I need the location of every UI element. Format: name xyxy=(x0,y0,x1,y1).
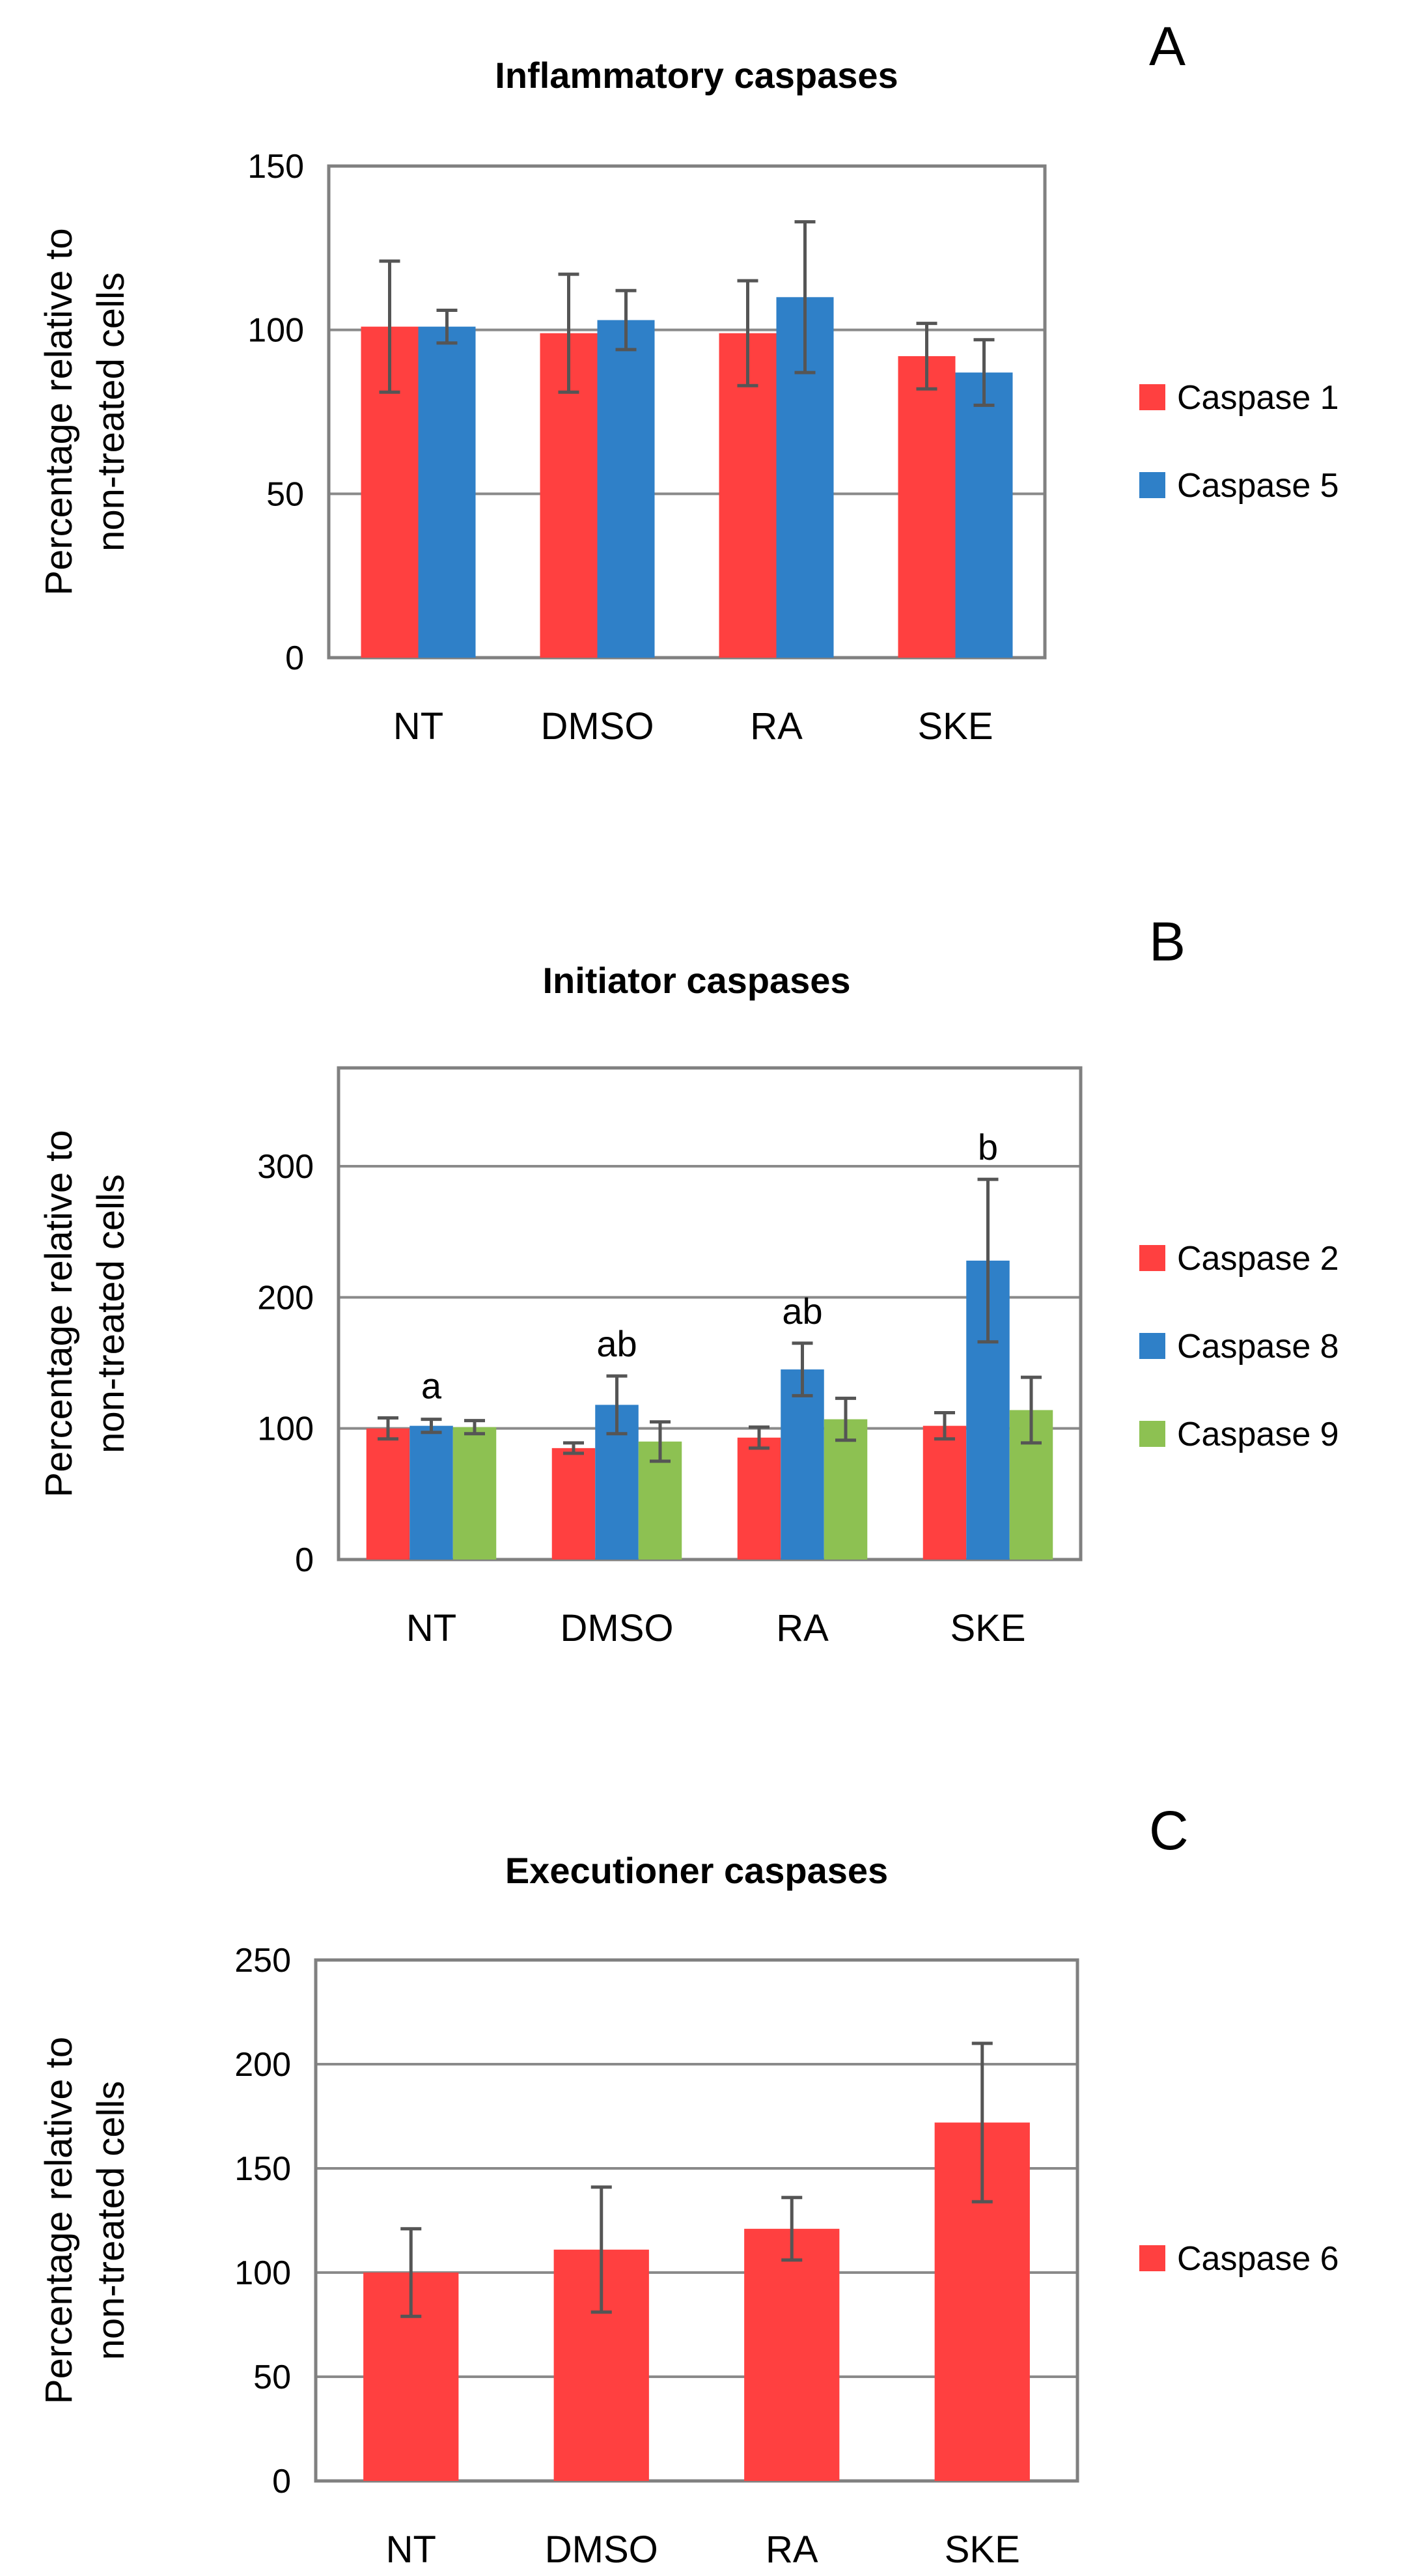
bar-caspase-6-ra xyxy=(744,2228,840,2481)
category-label: DMSO xyxy=(545,2528,658,2571)
y-tick-label: 100 xyxy=(234,2254,291,2292)
bar-caspase-2-ske xyxy=(922,1425,967,1560)
bar-caspase-2-nt xyxy=(366,1428,410,1560)
bar-caspase-2-dmso xyxy=(551,1448,596,1560)
category-label: RA xyxy=(750,705,803,748)
legend-swatch xyxy=(1139,1421,1165,1447)
bar-caspase-1-ske xyxy=(898,356,956,658)
bar-caspase-8-nt xyxy=(409,1425,453,1560)
significance-label: b xyxy=(978,1127,998,1168)
y-axis-label: non-treated cells xyxy=(90,1174,132,1453)
bar-caspase-9-ra xyxy=(824,1419,868,1560)
bar-caspase-2-ra xyxy=(737,1437,781,1560)
y-tick-label: 150 xyxy=(234,2150,291,2188)
plot-frame xyxy=(314,1958,1079,2483)
y-axis-label: non-treated cells xyxy=(90,2081,132,2360)
bar-caspase-8-ra xyxy=(781,1369,824,1560)
y-tick-label: 150 xyxy=(247,148,304,186)
chart-panel-a: Inflammatory caspases A 0 50 100 150 Percentag… xyxy=(38,16,1339,748)
legend-label: Caspase 5 xyxy=(1177,467,1339,505)
category-label: DMSO xyxy=(541,705,654,748)
y-tick-label: 200 xyxy=(257,1279,314,1317)
significance-label: ab xyxy=(596,1323,637,1364)
legend-label: Caspase 9 xyxy=(1177,1416,1339,1453)
legend-label: Caspase 6 xyxy=(1177,2240,1339,2278)
legend-swatch xyxy=(1139,472,1165,498)
legend-label: Caspase 8 xyxy=(1177,1328,1339,1365)
bar-caspase-1-ra xyxy=(719,333,777,658)
y-axis-label: Percentage relative to xyxy=(38,228,80,595)
panel-letter: A xyxy=(1149,16,1186,77)
y-tick-label: 50 xyxy=(266,475,304,513)
y-tick-label: 250 xyxy=(234,1942,291,1980)
y-axis-label: Percentage relative to xyxy=(38,1130,80,1497)
panel-letter: B xyxy=(1149,911,1186,972)
plot-frame xyxy=(327,164,1047,660)
y-tick-label: 100 xyxy=(257,1410,314,1448)
y-tick-label: 0 xyxy=(272,2463,291,2500)
bar-caspase-9-nt xyxy=(452,1427,497,1560)
category-label: NT xyxy=(406,1607,456,1649)
category-label: SKE xyxy=(950,1607,1025,1649)
category-label: RA xyxy=(766,2528,818,2571)
category-label: NT xyxy=(393,705,443,748)
category-label: SKE xyxy=(945,2528,1020,2571)
bar-caspase-5-ske xyxy=(955,372,1013,658)
chart-title: Executioner caspases xyxy=(505,1850,888,1891)
significance-label: ab xyxy=(782,1291,822,1332)
y-tick-label: 200 xyxy=(234,2046,291,2084)
category-label: DMSO xyxy=(561,1607,674,1649)
category-label: RA xyxy=(776,1607,829,1649)
significance-label: a xyxy=(421,1365,442,1407)
legend-swatch xyxy=(1139,1245,1165,1271)
bar-caspase-5-dmso xyxy=(597,320,655,658)
chart-title: Initiator caspases xyxy=(542,960,850,1001)
y-axis-label: Percentage relative to xyxy=(38,2037,80,2404)
legend-label: Caspase 2 xyxy=(1177,1240,1339,1278)
y-tick-label: 50 xyxy=(253,2359,291,2396)
legend-swatch xyxy=(1139,1333,1165,1359)
y-tick-label: 0 xyxy=(295,1541,314,1579)
category-label: SKE xyxy=(917,705,993,748)
chart-panel-c: Executioner caspases C 0 50 100 150 200 250 Perc… xyxy=(38,1800,1339,2571)
y-axis-label: non-treated cells xyxy=(90,272,132,552)
chart-title: Inflammatory caspases xyxy=(495,55,898,96)
y-tick-label: 300 xyxy=(257,1148,314,1186)
y-tick-label: 0 xyxy=(285,639,304,677)
panel-letter: C xyxy=(1149,1800,1189,1861)
chart-panel-b: Initiator caspases B 0 100 200 300 Percentage … xyxy=(38,911,1339,1649)
y-tick-label: 100 xyxy=(247,312,304,350)
category-label: NT xyxy=(386,2528,436,2571)
legend-swatch xyxy=(1139,2245,1165,2271)
plot-frame xyxy=(337,1066,1083,1561)
legend-swatch xyxy=(1139,384,1165,410)
legend-label: Caspase 1 xyxy=(1177,379,1339,417)
bar-caspase-5-nt xyxy=(418,326,476,658)
